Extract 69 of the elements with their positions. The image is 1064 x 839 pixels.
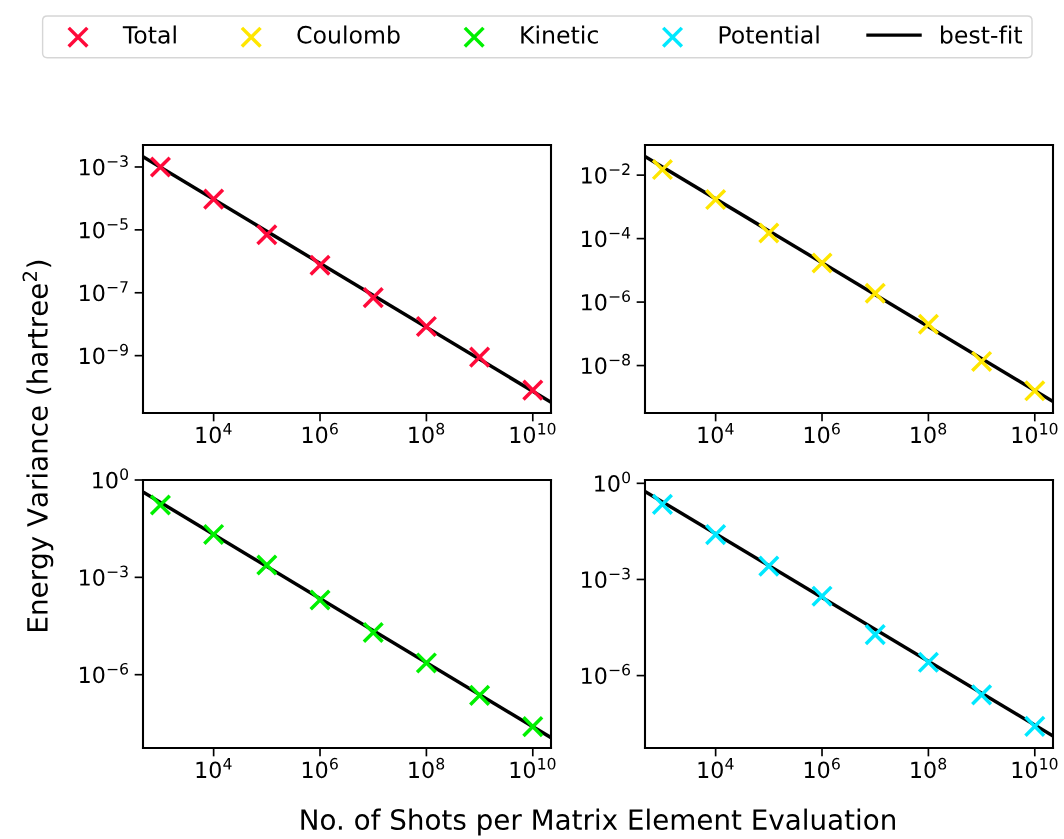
- point: [362, 621, 385, 644]
- point: [704, 188, 727, 211]
- x-tick-label: 10$^{6}$: [302, 422, 338, 444]
- point: [970, 350, 993, 373]
- y-tick-label: 10$^{−7}$: [80, 281, 128, 302]
- x-tick-label: 10$^{4}$: [698, 423, 734, 444]
- point: [149, 493, 172, 517]
- y-tick-label: 10$^{−5}$: [80, 218, 128, 239]
- y-tick-label: 10$^{0}$: [93, 468, 129, 489]
- point: [308, 254, 332, 277]
- y-tick-label: 10$^{−3}$: [582, 567, 630, 589]
- y-axis-title: Energy Variance (hartree$^{2}$): [22, 260, 54, 631]
- point: [757, 555, 780, 578]
- legend-label: Kinetic: [521, 25, 598, 44]
- point: [149, 155, 172, 179]
- x-tick-label: 10$^{6}$: [302, 757, 338, 779]
- x-tick-label: 10$^{10}$: [510, 757, 556, 779]
- legend-label: best-fit: [941, 25, 1023, 44]
- point: [255, 223, 278, 246]
- point: [917, 651, 940, 674]
- legend-label: Total: [122, 25, 176, 44]
- x-tick-label: 10$^{8}$: [911, 757, 947, 779]
- y-tick-label: 10$^{−6}$: [582, 663, 631, 685]
- point: [970, 683, 993, 706]
- point: [521, 715, 544, 738]
- point: [468, 684, 491, 707]
- x-tick-label: 10$^{10}$: [1012, 422, 1058, 444]
- point: [308, 588, 332, 612]
- x-tick-label: 10$^{4}$: [196, 423, 232, 444]
- y-tick-label: 10$^{−6}$: [582, 290, 631, 311]
- point: [415, 651, 438, 674]
- legend-label: Coulomb: [297, 25, 400, 44]
- point: [255, 553, 278, 577]
- point: [468, 346, 491, 369]
- y-tick-label: 10$^{−9}$: [80, 343, 128, 365]
- x-tick-label: 10$^{8}$: [911, 422, 947, 444]
- point: [864, 282, 887, 305]
- x-tick-label: 10$^{6}$: [804, 422, 840, 444]
- y-tick-label: 10$^{−3}$: [80, 565, 128, 586]
- point: [1023, 715, 1046, 738]
- point: [864, 623, 887, 646]
- x-tick-label: 10$^{4}$: [196, 758, 232, 779]
- point: [1023, 379, 1046, 402]
- x-tick-label: 10$^{10}$: [1012, 757, 1058, 779]
- y-tick-label: 10$^{−6}$: [80, 662, 129, 684]
- x-tick-label: 10$^{8}$: [409, 422, 445, 444]
- y-tick-label: 10$^{−8}$: [582, 353, 630, 375]
- point: [202, 523, 225, 546]
- point: [917, 313, 940, 336]
- x-tick-label: 10$^{4}$: [698, 758, 734, 779]
- point: [810, 585, 834, 608]
- x-tick-label: 10$^{10}$: [510, 422, 556, 444]
- legend-label: Potential: [719, 25, 819, 44]
- point: [202, 188, 225, 211]
- point: [810, 251, 834, 275]
- y-tick-label: 10$^{−3}$: [80, 155, 128, 176]
- y-tick-label: 10$^{0}$: [595, 471, 631, 492]
- y-tick-label: 10$^{−2}$: [582, 163, 630, 184]
- x-tick-label: 10$^{8}$: [409, 757, 445, 779]
- y-tick-label: 10$^{−4}$: [582, 227, 631, 248]
- point: [651, 158, 674, 181]
- x-axis-title: No. of Shots per Matrix Element Evaluation: [301, 808, 895, 836]
- x-tick-label: 10$^{6}$: [804, 757, 840, 779]
- point: [704, 523, 727, 546]
- point: [362, 286, 385, 309]
- point: [757, 221, 780, 245]
- point: [415, 315, 438, 338]
- point: [651, 493, 674, 516]
- point: [521, 379, 544, 402]
